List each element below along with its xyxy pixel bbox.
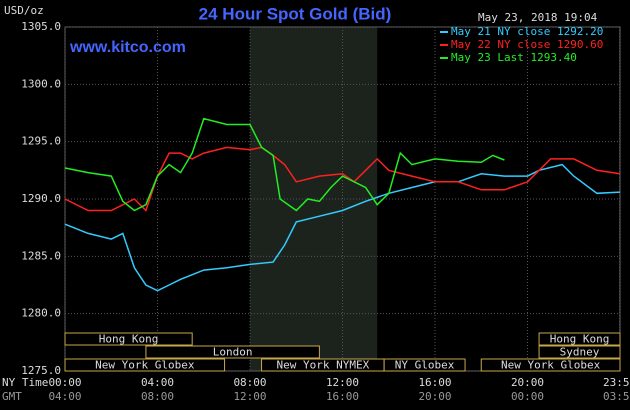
- legend-label: May 23 Last 1293.40: [451, 51, 577, 64]
- y-tick-label: 1280.0: [21, 307, 61, 320]
- gmt-tick-label: 03:59: [603, 390, 630, 403]
- y-tick-label: 1290.0: [21, 192, 61, 205]
- x-row-label: GMT: [2, 390, 22, 403]
- y-tick-label: 1285.0: [21, 249, 61, 262]
- session-label: New York Globex: [501, 359, 601, 372]
- session-box: [538, 345, 621, 359]
- session-label: London: [213, 346, 253, 359]
- session-label: New York NYMEX: [276, 359, 369, 372]
- session-label: NY Globex: [395, 359, 455, 372]
- session-label: Sydney: [560, 346, 600, 359]
- gmt-tick-label: 20:00: [418, 390, 451, 403]
- legend-label: May 21 NY close 1292.20: [451, 25, 603, 38]
- x-tick-label: 08:00: [233, 376, 266, 389]
- gmt-tick-label: 12:00: [233, 390, 266, 403]
- gmt-tick-label: 04:00: [48, 390, 81, 403]
- x-tick-label: 20:00: [511, 376, 544, 389]
- session-box: [145, 345, 320, 359]
- session-box: [538, 332, 621, 346]
- session-box: [480, 358, 621, 372]
- x-tick-label: 00:00: [48, 376, 81, 389]
- chart-title: 24 Hour Spot Gold (Bid): [199, 4, 392, 23]
- series-line: [64, 146, 621, 212]
- y-tick-label: 1295.0: [21, 135, 61, 148]
- gmt-tick-label: 08:00: [141, 390, 174, 403]
- y-tick-label: 1300.0: [21, 77, 61, 90]
- session-box: [64, 332, 193, 346]
- series-line: [64, 117, 505, 212]
- session-label: Hong Kong: [550, 333, 610, 346]
- x-tick-label: 12:00: [326, 376, 359, 389]
- website: www.kitco.com: [69, 39, 186, 56]
- session-box: [383, 358, 466, 372]
- y-tick-label: 1275.0: [21, 364, 61, 377]
- shade: [250, 27, 378, 371]
- x-tick-label: 04:00: [141, 376, 174, 389]
- legend-label: May 22 NY close 1290.60: [451, 38, 603, 51]
- gmt-tick-label: 00:00: [511, 390, 544, 403]
- timestamp: May 23, 2018 19:04: [478, 11, 598, 24]
- session-label: New York Globex: [95, 359, 195, 372]
- gmt-tick-label: 16:00: [326, 390, 359, 403]
- x-tick-label: 23:59: [603, 376, 630, 389]
- series-line: [64, 163, 621, 292]
- session-label: Hong Kong: [99, 333, 159, 346]
- y-tick-label: 1305.0: [21, 20, 61, 33]
- session-box: [64, 358, 226, 372]
- x-tick-label: 16:00: [418, 376, 451, 389]
- unit-label: USD/oz: [4, 4, 44, 17]
- x-row-label: NY Time: [2, 376, 48, 389]
